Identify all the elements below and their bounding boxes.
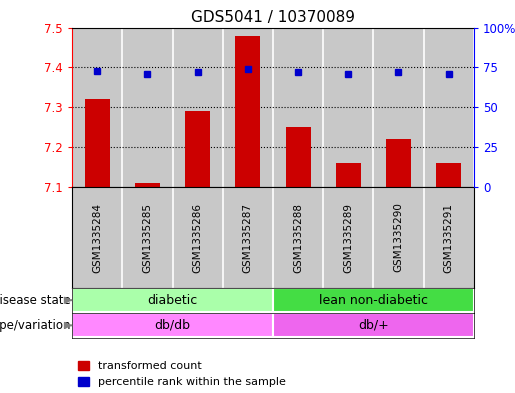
Text: GSM1335286: GSM1335286 — [193, 202, 202, 272]
Bar — [135, 183, 160, 187]
Text: GSM1335289: GSM1335289 — [344, 202, 353, 272]
Bar — [273, 313, 474, 338]
Bar — [72, 288, 273, 312]
Bar — [285, 127, 311, 187]
Text: db/+: db/+ — [358, 319, 389, 332]
Bar — [273, 288, 474, 312]
Text: GSM1335285: GSM1335285 — [143, 202, 152, 272]
Text: GSM1335287: GSM1335287 — [243, 202, 253, 272]
Text: GSM1335290: GSM1335290 — [393, 203, 403, 272]
Text: genotype/variation: genotype/variation — [0, 319, 71, 332]
Text: diabetic: diabetic — [147, 294, 198, 307]
Title: GDS5041 / 10370089: GDS5041 / 10370089 — [191, 10, 355, 25]
Text: db/db: db/db — [154, 319, 191, 332]
Text: GSM1335284: GSM1335284 — [92, 202, 102, 272]
Text: lean non-diabetic: lean non-diabetic — [319, 294, 428, 307]
Bar — [336, 163, 361, 187]
Bar — [436, 163, 461, 187]
Bar — [386, 140, 411, 187]
Text: GSM1335288: GSM1335288 — [293, 202, 303, 272]
Legend: transformed count, percentile rank within the sample: transformed count, percentile rank withi… — [78, 361, 285, 387]
Bar — [72, 313, 273, 338]
Text: GSM1335291: GSM1335291 — [444, 202, 454, 272]
Bar — [84, 99, 110, 187]
Bar — [185, 111, 210, 187]
Text: disease state: disease state — [0, 294, 71, 307]
Bar — [235, 35, 261, 187]
